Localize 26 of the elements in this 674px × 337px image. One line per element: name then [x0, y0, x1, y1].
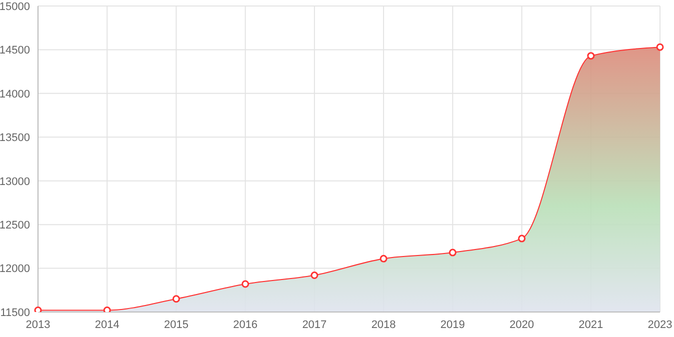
point: [587, 52, 595, 60]
y-tick-label: 14500: [0, 44, 30, 57]
point: [656, 43, 664, 51]
y-tick-label: 12500: [0, 219, 30, 232]
y-tick-label: 13500: [0, 132, 30, 144]
x-tick-label: 2018: [371, 318, 396, 331]
y-tick-label: 12000: [0, 263, 30, 276]
x-tick-label: 2020: [510, 318, 534, 331]
point: [380, 254, 388, 262]
x-tick-label: 2023: [648, 318, 672, 331]
point: [310, 272, 318, 280]
y-tick-label: 11500: [0, 306, 30, 319]
point: [448, 248, 456, 256]
y-tick-label: 14000: [0, 88, 30, 100]
x-tick-label: 2021: [578, 318, 604, 331]
point: [172, 295, 180, 303]
x-tick-label: 2015: [164, 318, 188, 331]
x-tick-label: 2014: [94, 318, 120, 331]
point: [242, 280, 250, 288]
x-tick-label: 2019: [440, 318, 465, 331]
point: [518, 234, 526, 242]
x-tick-label: 2016: [233, 318, 258, 331]
x-tick-label: 2017: [302, 318, 327, 331]
y-tick-label: 15000: [0, 0, 30, 13]
x-tick-label: 2013: [26, 318, 50, 331]
y-tick-label: 13000: [0, 176, 30, 188]
